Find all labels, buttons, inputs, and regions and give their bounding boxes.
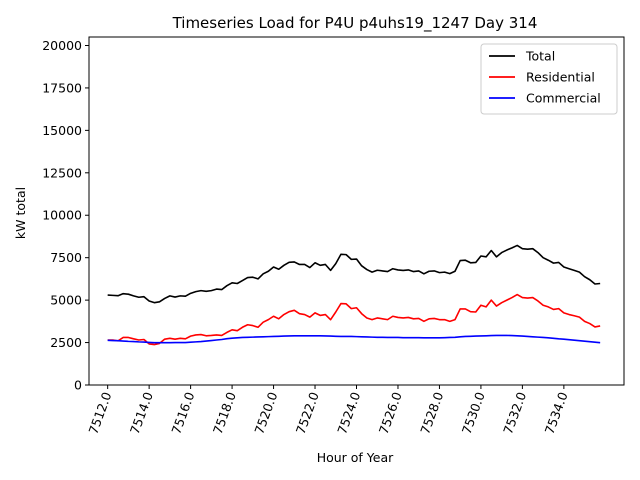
y-tick-label: 12500 [42, 165, 82, 180]
x-tick-label: 7532.0 [500, 390, 529, 436]
y-tick-label: 0 [74, 378, 82, 393]
y-axis-label: kW total [13, 187, 28, 239]
legend-box [480, 43, 618, 115]
series-line-total [107, 244, 601, 304]
x-tick-label: 7514.0 [127, 390, 156, 436]
x-tick-label: 7526.0 [376, 390, 405, 436]
x-tick-label: 7512.0 [85, 390, 114, 436]
x-tick-label: 7516.0 [168, 390, 197, 436]
y-tick-label: 20000 [42, 38, 82, 53]
y-tick-label: 17500 [42, 80, 82, 95]
series-line-residential [107, 293, 601, 346]
y-tick-label: 7500 [50, 250, 82, 265]
x-tick-label: 7528.0 [417, 390, 446, 436]
x-tick-label: 7530.0 [459, 390, 488, 436]
x-tick-label: 7524.0 [334, 390, 363, 436]
y-tick-label: 5000 [50, 293, 82, 308]
plot-area: 0 2500 5000 7500 10000 12500 15000 17500 20000 75… [42, 36, 625, 436]
chart-title: Timeseries Load for P4U p4uhs19_1247 Day… [172, 14, 538, 33]
y-tick-label: 15000 [42, 123, 82, 138]
x-tick-label: 7518.0 [210, 390, 239, 436]
legend-label-residential: Residential [526, 70, 595, 85]
x-tick-label: 7534.0 [542, 390, 571, 436]
y-tick-label: 2500 [50, 335, 82, 350]
y-tick-label: 10000 [42, 208, 82, 223]
x-tick-label: 7522.0 [293, 390, 322, 436]
legend-label-commercial: Commercial [526, 91, 601, 106]
legend-label-total: Total [525, 49, 555, 64]
x-axis-label: Hour of Year [317, 450, 394, 465]
x-tick-label: 7520.0 [251, 390, 280, 436]
series-line-commercial [107, 334, 601, 344]
